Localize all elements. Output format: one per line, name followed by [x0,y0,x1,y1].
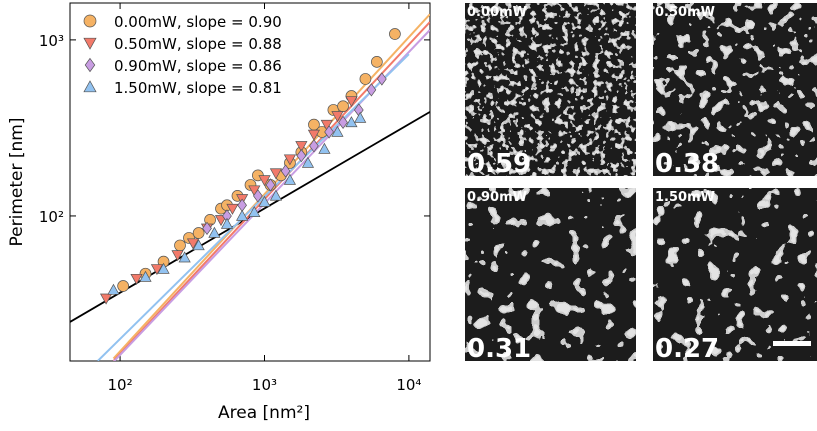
y-tick-label: 10³ [39,32,64,50]
panel-value: 0.38 [655,149,719,179]
panel-power: 0.50mW [655,5,715,20]
x-axis-label: Area [nm²] [218,403,310,423]
data-point [150,264,164,276]
data-point [130,273,143,285]
data-point [139,270,152,282]
data-point [226,203,239,215]
data-point [186,238,200,250]
data-point [301,156,315,168]
data-point [258,175,271,187]
data-point [345,116,358,128]
data-point [318,142,331,154]
panel-value: 0.31 [467,334,531,364]
data-point [371,56,383,68]
data-point [337,100,349,113]
data-point [99,293,113,305]
legend-label: 0.00mW, slope = 0.90 [114,13,282,31]
legend-marker [83,14,97,28]
data-point [258,195,271,207]
legend-label: 1.50mW, slope = 0.81 [114,79,282,97]
image-panels: 0.00mW 0.59 0.50mW 0.38 0.90mW 0.31 1.50mW 0.27 [465,3,817,364]
data-point [295,141,308,153]
y-tick-label: 10² [39,208,64,226]
x-tick-label: 10² [108,376,133,394]
data-point [265,178,276,192]
panel-power: 0.90mW [467,190,527,205]
data-point [359,73,372,85]
data-point [324,125,334,139]
fit-line [112,21,430,361]
data-point [174,239,186,252]
data-point [389,28,401,40]
plot-area [70,13,430,361]
legend-marker [84,57,96,73]
y-axis-label: Perimeter [nm] [7,118,27,247]
data-point [377,72,387,86]
panel-value: 0.27 [655,334,719,364]
legend-label: 0.90mW, slope = 0.86 [114,57,282,75]
legend-marker [83,80,97,93]
x-tick-label: 10³ [252,376,277,394]
data-point [208,226,221,238]
data-point [253,189,263,203]
panel-power: 1.50mW [655,190,715,205]
data-point [202,221,212,236]
scale-bar [773,341,811,346]
x-tick-label: 10⁴ [396,376,421,394]
panel-texture [653,188,817,361]
data-point [354,111,367,123]
data-point [117,280,129,292]
panel-power: 0.00mW [467,5,527,20]
data-point [192,239,205,251]
data-point [283,154,297,166]
data-point [345,96,358,108]
data-point [331,125,344,137]
data-point [296,149,307,163]
data-point [269,189,283,201]
panel-texture [653,3,817,176]
data-point [366,83,377,97]
data-point [309,139,319,153]
fit-line [97,53,410,361]
data-point [107,283,120,295]
legend-label: 0.50mW, slope = 0.88 [114,35,282,53]
data-point [269,168,283,180]
data-point [248,205,261,217]
legend-marker [83,37,97,50]
data-point [236,209,249,221]
data-point [220,217,234,229]
data-point [192,227,205,239]
data-point [280,164,291,178]
data-point [338,115,348,130]
data-point [178,251,191,263]
data-point [307,129,321,141]
data-point [171,250,184,262]
data-point [157,262,170,274]
data-point [331,111,344,123]
data-point [320,119,333,131]
panel-value: 0.59 [467,149,531,179]
panel-texture [465,3,636,176]
panel-texture [465,188,636,361]
data-point [283,173,297,185]
